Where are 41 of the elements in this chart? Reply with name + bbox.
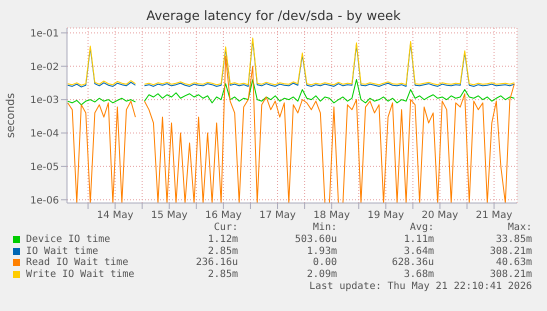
- x-tick-label: 15 May: [150, 210, 188, 222]
- text: 308.21m: [490, 246, 532, 258]
- text: 40.63m: [496, 257, 532, 270]
- chart-title: Average latency for /dev/sda - by week: [145, 9, 402, 25]
- y-tick-label: 1e-04: [30, 128, 59, 140]
- legend-label: Device IO time: [26, 234, 110, 246]
- text: 628.36u: [392, 257, 434, 270]
- legend-label: Write IO Wait time: [26, 269, 134, 282]
- text: 33.85m: [496, 234, 532, 246]
- y-tick-label: 1e-03: [30, 95, 59, 106]
- y-axis-title: seconds: [4, 92, 17, 138]
- x-tick-label: 14 May: [96, 210, 134, 222]
- text: Min:: [312, 222, 337, 234]
- x-tick-label: 20 May: [422, 210, 458, 222]
- text: 3.68m: [404, 269, 434, 281]
- x-tick-label: 19 May: [368, 210, 404, 222]
- text: 3.64m: [404, 246, 434, 258]
- text: Cur:: [214, 222, 238, 234]
- text: 1.93m: [306, 246, 337, 258]
- x-tick-label: 21 May: [476, 210, 512, 222]
- x-tick-label: 18 May: [313, 210, 350, 222]
- y-tick-label: 1e-06: [30, 195, 59, 206]
- text: 503.60u: [294, 234, 337, 246]
- text: Max:: [508, 222, 532, 234]
- y-tick-label: 1e-01: [30, 28, 59, 40]
- text: 1.12m: [208, 234, 238, 246]
- y-tick-label: 1e-02: [30, 62, 59, 73]
- x-tick-label: 17 May: [259, 210, 296, 222]
- legend-label: Read IO Wait time: [26, 257, 128, 269]
- text: 0.00: [312, 257, 337, 270]
- text: 236.16u: [196, 257, 238, 270]
- text: 2.85m: [208, 246, 238, 258]
- y-tick-label: 1e-05: [30, 162, 59, 173]
- text: 2.85m: [208, 269, 238, 282]
- x-tick-label: 16 May: [205, 210, 242, 222]
- legend-label: IO Wait time: [26, 246, 98, 257]
- text: Avg:: [410, 222, 434, 234]
- text: 308.21m: [490, 269, 532, 282]
- text: Last update: Thu May 21 22:10:41 2026: [309, 280, 532, 293]
- text: 2.09m: [306, 269, 337, 282]
- text: 1.11m: [404, 234, 434, 246]
